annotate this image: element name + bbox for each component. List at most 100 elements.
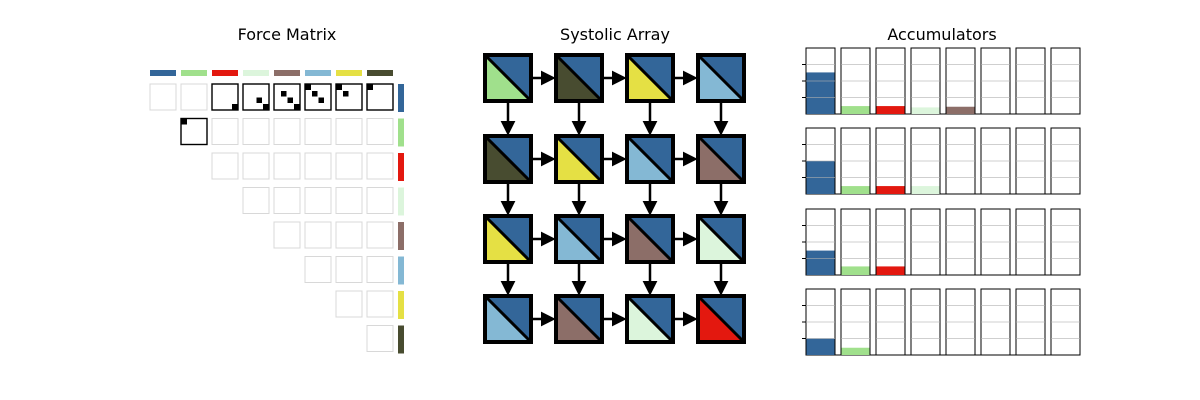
row-color-blue xyxy=(398,84,404,112)
processing-element xyxy=(696,214,746,264)
accumulator-bar-blue xyxy=(806,250,835,275)
pe-diagonal xyxy=(696,134,746,184)
pe-diagonal xyxy=(483,294,533,344)
matrix-cell xyxy=(273,118,301,145)
pe-diagonal xyxy=(483,53,533,103)
pe-diagonal xyxy=(625,53,675,103)
pe-diagonal xyxy=(625,134,675,184)
interaction-mark xyxy=(287,97,293,103)
matrix-cell xyxy=(366,221,394,249)
systolic-array-title: Systolic Array xyxy=(560,25,670,44)
row-color-yellow xyxy=(398,291,404,319)
matrix-cell xyxy=(304,118,332,145)
row-color-red xyxy=(398,153,404,181)
pe-diagonal xyxy=(483,134,533,184)
pe-diagonal xyxy=(696,214,746,264)
pe-diagonal xyxy=(696,294,746,344)
processing-element xyxy=(625,134,675,184)
processing-element xyxy=(483,214,533,264)
processing-element xyxy=(696,294,746,344)
matrix-cell xyxy=(273,152,301,180)
matrix-cell xyxy=(335,118,363,145)
processing-element xyxy=(554,294,604,344)
row-color-olive xyxy=(398,325,404,354)
interaction-mark xyxy=(294,104,300,110)
interaction-mark xyxy=(256,97,262,103)
matrix-cell xyxy=(304,187,332,214)
interaction-mark xyxy=(232,104,238,110)
matrix-cell xyxy=(211,118,239,145)
matrix-cell xyxy=(180,83,208,111)
column-color-red xyxy=(212,70,238,76)
accumulator-bar-mint xyxy=(911,107,940,114)
matrix-cell xyxy=(211,83,239,111)
matrix-cell xyxy=(366,256,394,283)
accumulator-bar-mint xyxy=(911,186,940,194)
accumulator-bar-red xyxy=(876,186,905,194)
matrix-cell xyxy=(335,187,363,214)
matrix-cell xyxy=(242,83,270,111)
force-matrix-panel xyxy=(149,70,404,354)
accumulators-title: Accumulators xyxy=(887,25,996,44)
accumulator-bar-red xyxy=(876,106,905,114)
matrix-cell xyxy=(242,118,270,145)
matrix-cell xyxy=(273,187,301,214)
pe-diagonal xyxy=(483,214,533,264)
interaction-mark xyxy=(318,97,324,103)
matrix-cell xyxy=(335,290,363,318)
interaction-mark xyxy=(343,91,349,97)
interaction-mark xyxy=(305,84,311,90)
matrix-cell xyxy=(335,256,363,283)
interaction-mark xyxy=(367,84,373,90)
processing-element xyxy=(625,53,675,103)
processing-element xyxy=(554,214,604,264)
accumulators-panel xyxy=(802,47,1081,356)
processing-element xyxy=(483,134,533,184)
matrix-cell xyxy=(149,83,177,111)
column-color-mint xyxy=(243,70,269,76)
row-color-mint xyxy=(398,187,404,216)
processing-element xyxy=(483,53,533,103)
processing-element xyxy=(554,53,604,103)
processing-element xyxy=(625,294,675,344)
row-color-skyblue xyxy=(398,256,404,285)
column-color-yellow xyxy=(336,70,362,76)
interaction-mark xyxy=(181,119,187,125)
accumulator-bar-blue xyxy=(806,338,835,355)
pe-diagonal xyxy=(625,214,675,264)
accumulator-bar-brown xyxy=(946,106,975,114)
accumulator-bar-lightgreen xyxy=(841,106,870,114)
pe-diagonal xyxy=(554,214,604,264)
accumulator-bar-blue xyxy=(806,72,835,114)
matrix-cell xyxy=(335,221,363,249)
systolic-array-panel xyxy=(483,53,746,344)
matrix-cell xyxy=(366,118,394,145)
column-color-lightgreen xyxy=(181,70,207,76)
processing-element xyxy=(696,134,746,184)
pe-diagonal xyxy=(696,53,746,103)
accumulator-bar-red xyxy=(876,266,905,275)
interaction-mark xyxy=(263,104,269,110)
processing-element xyxy=(625,214,675,264)
column-color-blue xyxy=(150,70,176,76)
accumulator-bar-lightgreen xyxy=(841,347,870,355)
matrix-cell xyxy=(366,290,394,318)
interaction-mark xyxy=(336,84,342,90)
matrix-cell xyxy=(242,187,270,214)
matrix-cell xyxy=(273,221,301,249)
row-color-brown xyxy=(398,222,404,250)
matrix-cell xyxy=(242,152,270,180)
column-color-skyblue xyxy=(305,70,331,76)
pe-diagonal xyxy=(554,294,604,344)
processing-element xyxy=(554,134,604,184)
matrix-cell xyxy=(335,152,363,180)
pe-diagonal xyxy=(554,53,604,103)
row-color-lightgreen xyxy=(398,118,404,147)
pe-diagonal xyxy=(554,134,604,184)
matrix-cell xyxy=(366,325,394,352)
accumulator-bar-lightgreen xyxy=(841,186,870,194)
column-color-olive xyxy=(367,70,393,76)
column-color-brown xyxy=(274,70,300,76)
processing-element xyxy=(483,294,533,344)
